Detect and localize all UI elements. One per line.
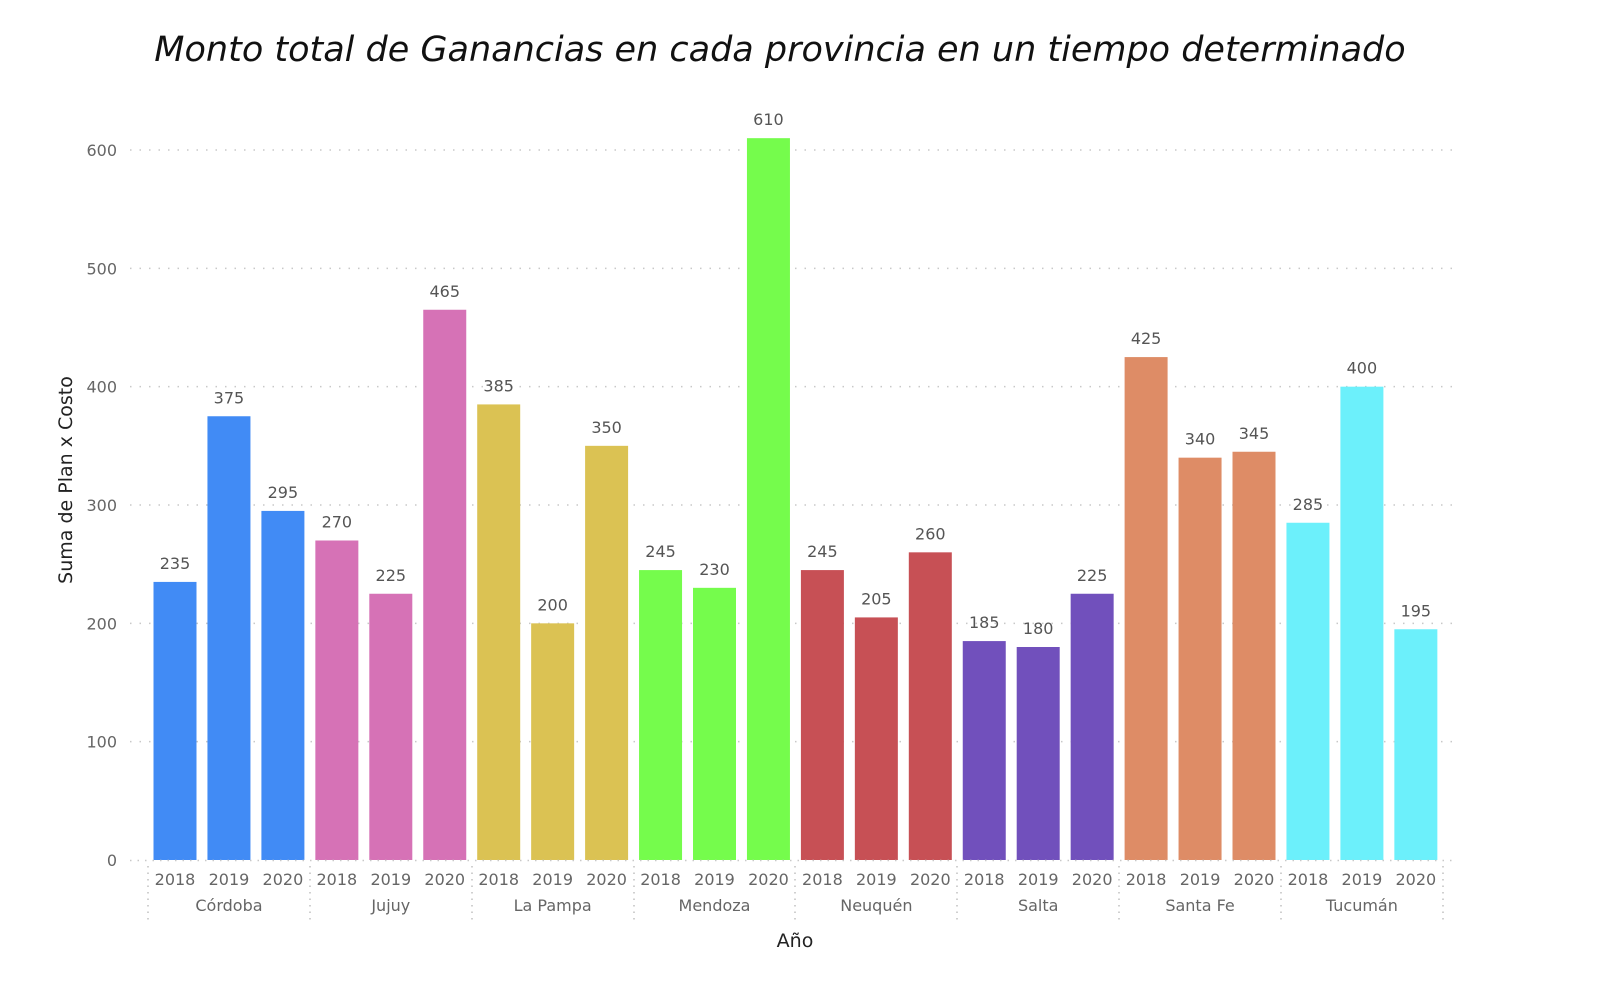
data-label: 425 xyxy=(1131,329,1162,348)
x-tick-group: Tucumán xyxy=(1325,896,1398,915)
x-tick-group: Córdoba xyxy=(195,896,262,915)
x-tick-year: 2018 xyxy=(155,870,196,889)
bar[interactable] xyxy=(1178,457,1222,860)
bar[interactable] xyxy=(261,510,305,860)
x-tick-year: 2018 xyxy=(478,870,519,889)
data-label: 295 xyxy=(268,483,299,502)
y-tick-label: 100 xyxy=(86,733,117,752)
x-tick-year: 2020 xyxy=(586,870,627,889)
x-axis-title: Año xyxy=(777,930,814,952)
bar[interactable] xyxy=(153,581,197,860)
x-tick-group: Jujuy xyxy=(370,896,410,915)
bar[interactable] xyxy=(854,617,898,860)
x-tick-year: 2019 xyxy=(694,870,735,889)
bar[interactable] xyxy=(1340,386,1384,860)
x-tick-year: 2019 xyxy=(1018,870,1059,889)
y-axis-title: Suma de Plan x Costo xyxy=(55,376,77,584)
data-label: 375 xyxy=(214,388,245,407)
bars xyxy=(153,138,1438,861)
x-tick-year: 2019 xyxy=(370,870,411,889)
bar[interactable] xyxy=(1124,357,1168,860)
x-tick-year: 2019 xyxy=(209,870,250,889)
data-label: 235 xyxy=(160,554,191,573)
data-label: 180 xyxy=(1023,619,1054,638)
data-label: 225 xyxy=(376,566,407,585)
bar[interactable] xyxy=(693,587,736,860)
y-tick-label: 400 xyxy=(86,378,117,397)
x-tick-group: Santa Fe xyxy=(1165,896,1234,915)
chart-title: Monto total de Ganancias en cada provinc… xyxy=(154,30,1406,70)
bar[interactable] xyxy=(315,540,359,861)
data-label: 400 xyxy=(1347,359,1378,378)
x-tick-year: 2020 xyxy=(1395,870,1436,889)
data-label: 200 xyxy=(537,595,568,614)
data-label: 195 xyxy=(1401,601,1432,620)
data-label: 245 xyxy=(645,542,676,561)
bar[interactable] xyxy=(585,445,629,860)
bar[interactable] xyxy=(1286,522,1330,860)
data-label: 285 xyxy=(1293,495,1324,514)
x-tick-year: 2018 xyxy=(802,870,843,889)
bar[interactable] xyxy=(423,309,467,860)
bar[interactable] xyxy=(1394,629,1438,860)
x-tick-year: 2020 xyxy=(1234,870,1275,889)
x-tick-year: 2018 xyxy=(316,870,357,889)
x-tick-year: 2020 xyxy=(748,870,789,889)
data-label: 260 xyxy=(915,524,946,543)
y-tick-label: 300 xyxy=(86,496,117,515)
x-tick-year: 2018 xyxy=(640,870,681,889)
bar[interactable] xyxy=(1016,647,1060,860)
y-tick-label: 500 xyxy=(86,259,117,278)
x-tick-year: 2019 xyxy=(1342,870,1383,889)
x-tick-group: Salta xyxy=(1018,896,1058,915)
data-label: 270 xyxy=(322,513,353,532)
y-tick-label: 600 xyxy=(86,141,117,160)
data-label: 385 xyxy=(483,376,514,395)
data-label: 610 xyxy=(753,110,784,129)
bar[interactable] xyxy=(1232,451,1276,860)
data-label: 225 xyxy=(1077,566,1108,585)
y-axis-ticks: 0 100 200 300 400 500 600 xyxy=(86,141,117,870)
data-label: 245 xyxy=(807,542,838,561)
bar[interactable] xyxy=(962,641,1006,860)
bar[interactable] xyxy=(639,570,683,860)
x-tick-year: 2019 xyxy=(856,870,897,889)
bar[interactable] xyxy=(531,623,575,860)
x-tick-year: 2020 xyxy=(1072,870,1113,889)
x-tick-year: 2018 xyxy=(1126,870,1167,889)
bar[interactable] xyxy=(369,593,413,860)
bar[interactable] xyxy=(477,404,521,860)
bar[interactable] xyxy=(908,552,952,860)
data-label: 465 xyxy=(429,282,460,301)
x-tick-group: Mendoza xyxy=(679,896,751,915)
x-tick-year: 2020 xyxy=(263,870,304,889)
y-tick-label: 0 xyxy=(107,851,117,870)
bar[interactable] xyxy=(207,416,251,860)
x-tick-year: 2018 xyxy=(964,870,1005,889)
x-tick-year: 2020 xyxy=(424,870,465,889)
data-labels: 235 375 295 270 225 465 385 200 350 245 230 610 245 2… xyxy=(160,110,1431,638)
data-label: 205 xyxy=(861,589,892,608)
bar[interactable] xyxy=(746,138,790,860)
x-tick-year: 2019 xyxy=(532,870,573,889)
y-tick-label: 200 xyxy=(86,614,117,633)
data-label: 230 xyxy=(699,560,730,579)
bar[interactable] xyxy=(800,570,844,860)
data-label: 185 xyxy=(969,613,1000,632)
data-label: 345 xyxy=(1239,424,1270,443)
x-tick-year: 2018 xyxy=(1288,870,1329,889)
x-tick-year: 2019 xyxy=(1180,870,1221,889)
data-label: 340 xyxy=(1185,430,1216,449)
x-tick-group: Neuquén xyxy=(840,896,912,915)
x-tick-group: La Pampa xyxy=(514,896,592,915)
bar[interactable] xyxy=(1070,593,1114,860)
data-label: 350 xyxy=(591,418,622,437)
x-tick-year: 2020 xyxy=(910,870,951,889)
